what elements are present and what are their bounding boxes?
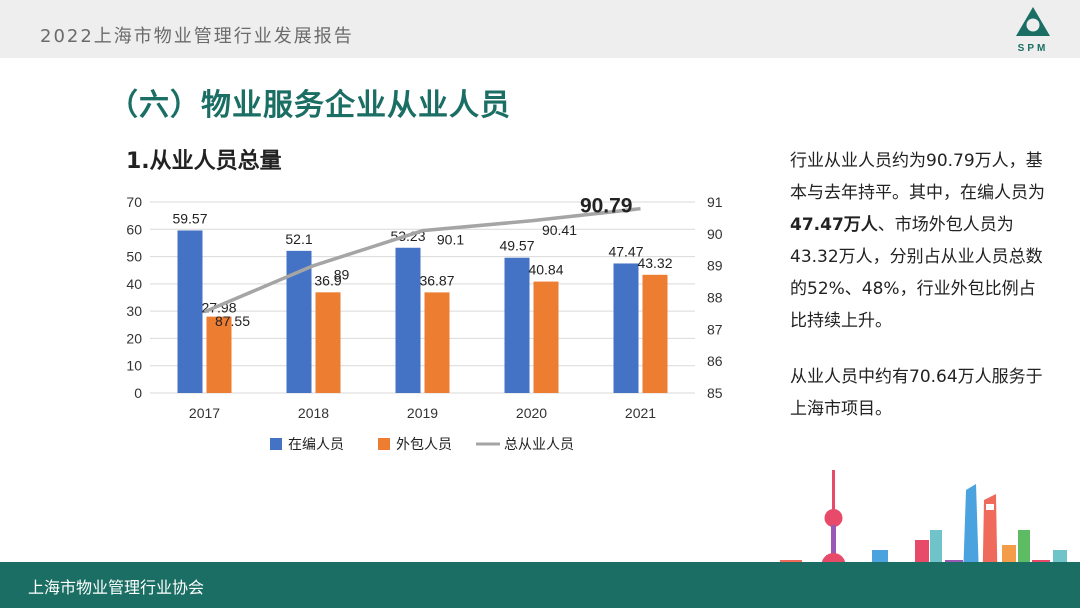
y2-tick-label: 85 [707,385,723,401]
y-tick-label: 60 [126,221,142,237]
y-tick-label: 40 [126,276,142,292]
y-tick-label: 10 [126,358,142,374]
bar-staff [396,248,421,393]
logo-text: SPM [1018,43,1049,54]
legend-label: 外包人员 [396,436,452,452]
legend-label: 总从业人员 [504,436,574,452]
y2-tick-label: 89 [707,258,723,274]
line-data-label: 90.79 [580,195,633,218]
y-tick-label: 50 [126,249,142,265]
legend-swatch [270,438,282,450]
data-label: 59.57 [172,210,207,226]
y-tick-label: 0 [134,385,142,401]
bar-staff [178,230,203,393]
summary-p1-part-a: 行业从业人员约为90.79万人，基本与去年持平。其中，在编人员为 [790,151,1045,203]
section-title: （六）物业服务企业从业人员 [108,80,511,124]
legend-label: 在编人员 [288,436,344,452]
x-tick-label: 2021 [625,405,656,421]
y2-tick-label: 87 [707,321,723,337]
line-data-label: 90.1 [437,232,464,248]
bar-staff [505,258,530,393]
data-label: 49.57 [499,238,534,254]
y2-tick-label: 88 [707,290,723,306]
summary-paragraph-2: 从业人员中约有70.64万人服务于上海市项目。 [790,361,1045,425]
footer-org-name: 上海市物业管理行业协会 [28,574,204,598]
footer-bar: 上海市物业管理行业协会 [0,562,1080,608]
y2-tick-label: 86 [707,353,723,369]
line-data-label: 87.55 [215,313,250,329]
chart-title: 1.从业人员总量 [126,143,282,175]
x-tick-label: 2018 [298,405,329,421]
summary-text: 行业从业人员约为90.79万人，基本与去年持平。其中，在编人员为47.47万人、… [790,145,1045,425]
spm-logo: SPM [1003,4,1063,56]
y-tick-label: 70 [126,194,142,210]
summary-p1-highlight: 47.47万人 [790,215,878,235]
line-data-label: 89 [334,267,350,283]
bar-staff [614,263,639,393]
bar-outsourced [534,282,559,393]
data-label: 43.32 [637,255,672,271]
x-tick-label: 2020 [516,405,547,421]
y-tick-label: 30 [126,303,142,319]
data-label: 36.87 [419,272,454,288]
report-title: 2022上海市物业管理行业发展报告 [40,22,354,48]
summary-paragraph-1: 行业从业人员约为90.79万人，基本与去年持平。其中，在编人员为47.47万人、… [790,145,1045,337]
x-tick-label: 2019 [407,405,438,421]
y2-tick-label: 91 [707,194,723,210]
bar-outsourced [643,275,668,393]
y2-tick-label: 90 [707,226,723,242]
y-tick-label: 20 [126,330,142,346]
header-bar: 2022上海市物业管理行业发展报告 SPM [0,0,1080,58]
bar-outsourced [425,292,450,393]
staff-combo-chart: 0102030405060708586878889909159.5727.982… [110,180,730,470]
data-label: 40.84 [528,262,563,278]
data-label: 52.1 [285,231,312,247]
line-data-label: 90.41 [542,222,577,238]
bar-outsourced [316,292,341,393]
legend-swatch [378,438,390,450]
x-tick-label: 2017 [189,405,220,421]
